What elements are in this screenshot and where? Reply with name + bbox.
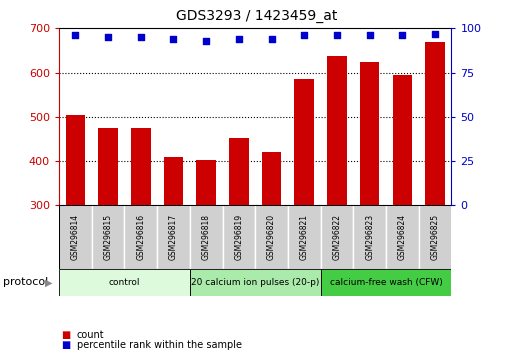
Bar: [288, 205, 321, 269]
Text: GSM296824: GSM296824: [398, 214, 407, 260]
Point: [300, 33, 308, 38]
Text: GSM296821: GSM296821: [300, 214, 309, 260]
Bar: [92, 205, 125, 269]
Text: ■: ■: [62, 340, 71, 350]
Text: GSM296818: GSM296818: [202, 214, 211, 260]
Point: [136, 34, 145, 40]
Bar: [157, 205, 190, 269]
Point: [71, 33, 80, 38]
Text: GSM296817: GSM296817: [169, 214, 178, 260]
Bar: [360, 62, 380, 205]
Bar: [327, 56, 347, 205]
Point: [202, 38, 210, 44]
Text: 20 calcium ion pulses (20-p): 20 calcium ion pulses (20-p): [191, 278, 320, 287]
Bar: [386, 205, 419, 269]
Bar: [190, 205, 223, 269]
Bar: [98, 128, 118, 205]
Bar: [262, 152, 281, 205]
Bar: [59, 269, 190, 296]
Text: protocol: protocol: [3, 277, 48, 287]
Bar: [59, 205, 92, 269]
Bar: [124, 205, 157, 269]
Text: GSM296822: GSM296822: [332, 214, 342, 260]
Text: GSM296814: GSM296814: [71, 214, 80, 260]
Point: [431, 31, 439, 36]
Text: GSM296820: GSM296820: [267, 214, 276, 260]
Point: [169, 36, 177, 42]
Bar: [255, 205, 288, 269]
Text: GSM296815: GSM296815: [104, 214, 112, 260]
Bar: [419, 205, 451, 269]
Point: [398, 33, 406, 38]
Text: GSM296819: GSM296819: [234, 214, 243, 260]
Point: [235, 36, 243, 42]
Bar: [164, 156, 183, 205]
Bar: [66, 115, 85, 205]
Bar: [131, 128, 150, 205]
Text: count: count: [77, 330, 105, 339]
Bar: [321, 205, 353, 269]
Text: GSM296816: GSM296816: [136, 214, 145, 260]
Text: GDS3293 / 1423459_at: GDS3293 / 1423459_at: [176, 9, 337, 23]
Point: [267, 36, 275, 42]
Bar: [321, 269, 451, 296]
Point: [366, 33, 374, 38]
Text: ▶: ▶: [45, 277, 52, 287]
Bar: [190, 269, 321, 296]
Bar: [223, 205, 255, 269]
Text: GSM296825: GSM296825: [430, 214, 440, 260]
Text: ■: ■: [62, 330, 71, 339]
Bar: [229, 138, 249, 205]
Point: [333, 33, 341, 38]
Text: percentile rank within the sample: percentile rank within the sample: [77, 340, 242, 350]
Text: control: control: [109, 278, 140, 287]
Bar: [392, 75, 412, 205]
Text: GSM296823: GSM296823: [365, 214, 374, 260]
Bar: [353, 205, 386, 269]
Bar: [294, 79, 314, 205]
Text: calcium-free wash (CFW): calcium-free wash (CFW): [330, 278, 442, 287]
Point: [104, 34, 112, 40]
Bar: [196, 160, 216, 205]
Bar: [425, 42, 445, 205]
